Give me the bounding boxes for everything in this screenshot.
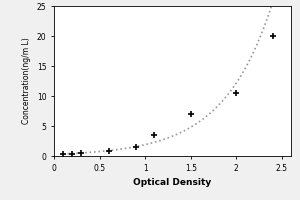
- Y-axis label: Concentration(ng/m L): Concentration(ng/m L): [22, 38, 31, 124]
- X-axis label: Optical Density: Optical Density: [134, 178, 212, 187]
